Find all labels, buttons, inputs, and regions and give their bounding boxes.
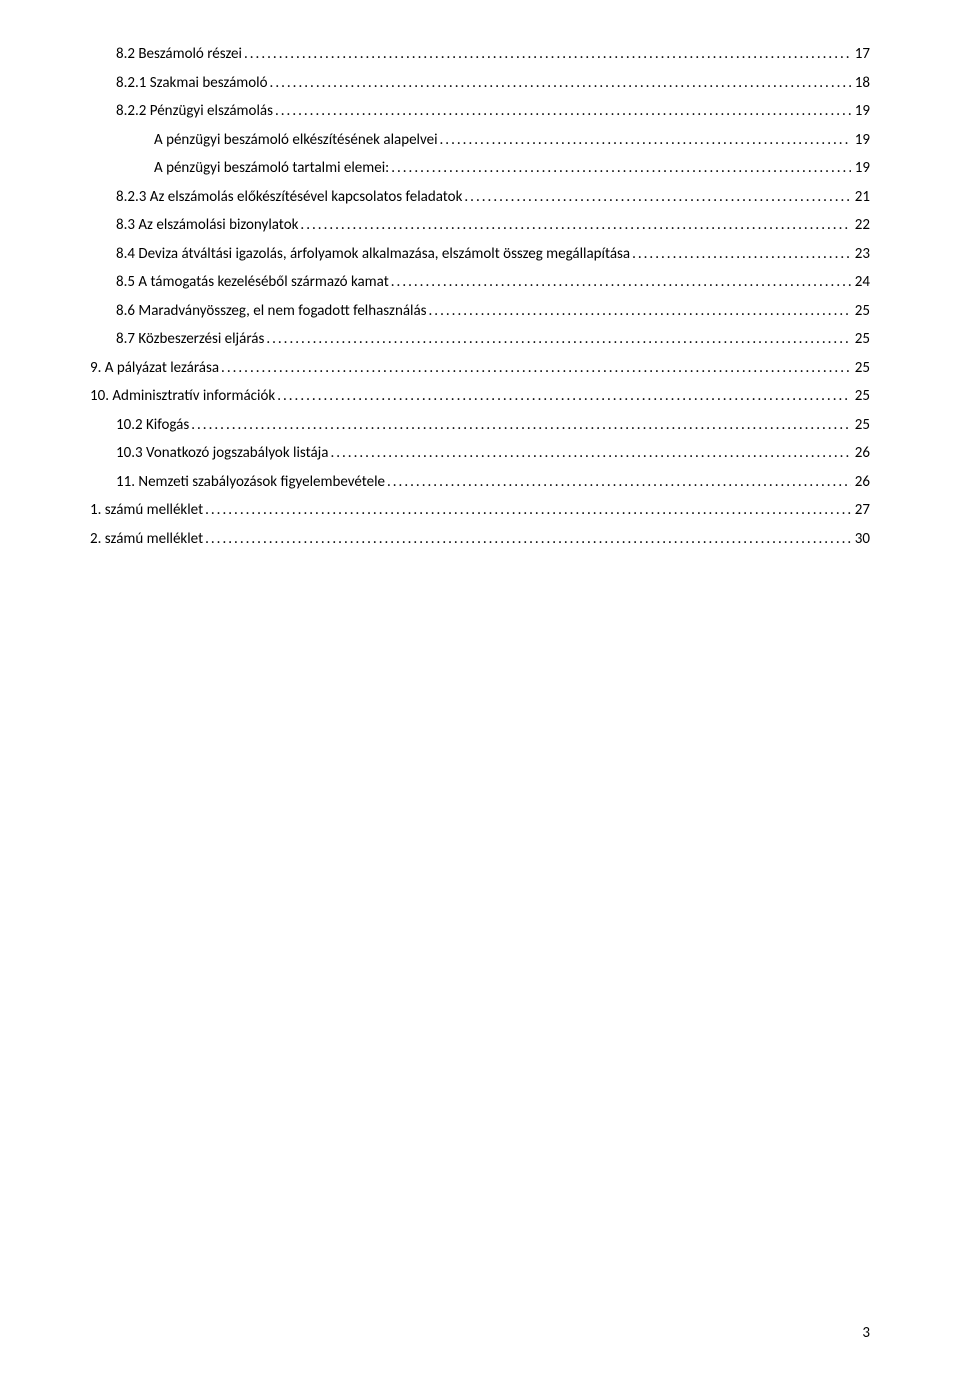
toc-leader-dots — [427, 297, 851, 326]
toc-entry-page: 23 — [851, 240, 870, 269]
toc-entry[interactable]: 8.5 A támogatás kezeléséből származó kam… — [90, 268, 870, 297]
toc-leader-dots — [630, 240, 851, 269]
toc-leader-dots — [203, 496, 851, 525]
toc-entry[interactable]: 10.2 Kifogás 25 — [90, 411, 870, 440]
toc-entry[interactable]: A pénzügyi beszámoló elkészítésének alap… — [90, 126, 870, 155]
toc-entry-page: 22 — [851, 211, 870, 240]
toc-entry-page: 26 — [851, 439, 870, 468]
toc-leader-dots — [264, 325, 850, 354]
toc-leader-dots — [389, 268, 851, 297]
toc-entry-label: 8.2.2 Pénzügyi elszámolás — [116, 97, 273, 126]
toc-entry-label: A pénzügyi beszámoló tartalmi elemei: — [154, 154, 389, 183]
toc-entry[interactable]: 11. Nemzeti szabályozások figyelembevéte… — [90, 468, 870, 497]
toc-entry-label: 10. Adminisztratív információk — [90, 382, 275, 411]
toc-leader-dots — [242, 40, 851, 69]
toc-entry-page: 25 — [851, 354, 870, 383]
toc-leader-dots — [219, 354, 851, 383]
toc-leader-dots — [273, 97, 851, 126]
toc-entry-page: 19 — [851, 154, 870, 183]
toc-entry-page: 21 — [851, 183, 870, 212]
toc-entry[interactable]: 8.2.2 Pénzügyi elszámolás 19 — [90, 97, 870, 126]
toc-leader-dots — [438, 126, 851, 155]
toc-entry-page: 25 — [851, 382, 870, 411]
toc-entry-page: 30 — [851, 525, 870, 554]
toc-leader-dots — [462, 183, 850, 212]
toc-entry-label: 8.7 Közbeszerzési eljárás — [116, 325, 264, 354]
toc-entry-label: 9. A pályázat lezárása — [90, 354, 219, 383]
toc-entry-label: 10.2 Kifogás — [116, 411, 189, 440]
toc-entry[interactable]: 8.2 Beszámoló részei 17 — [90, 40, 870, 69]
toc-leader-dots — [385, 468, 851, 497]
toc-entry[interactable]: 8.3 Az elszámolási bizonylatok 22 — [90, 211, 870, 240]
toc-leader-dots — [275, 382, 851, 411]
toc-leader-dots — [298, 211, 850, 240]
toc-entry-page: 25 — [851, 325, 870, 354]
toc-entry[interactable]: 2. számú melléklet 30 — [90, 525, 870, 554]
toc-entry[interactable]: 8.2.1 Szakmai beszámoló 18 — [90, 69, 870, 98]
toc-entry-label: 2. számú melléklet — [90, 525, 203, 554]
page-number: 3 — [862, 1324, 870, 1342]
toc-entry[interactable]: 10.3 Vonatkozó jogszabályok listája 26 — [90, 439, 870, 468]
toc-leader-dots — [328, 439, 850, 468]
toc-entry-page: 27 — [851, 496, 870, 525]
toc-entry-page: 24 — [851, 268, 870, 297]
toc-entry-label: 8.2 Beszámoló részei — [116, 40, 242, 69]
toc-leader-dots — [268, 69, 851, 98]
toc-entry-page: 17 — [851, 40, 870, 69]
toc-leader-dots — [389, 154, 851, 183]
toc-entry-label: 11. Nemzeti szabályozások figyelembevéte… — [116, 468, 385, 497]
toc-entry-label: 1. számú melléklet — [90, 496, 203, 525]
toc-entry-label: 8.6 Maradványösszeg, el nem fogadott fel… — [116, 297, 427, 326]
toc-entry-label: 8.2.1 Szakmai beszámoló — [116, 69, 268, 98]
document-page: 8.2 Beszámoló részei178.2.1 Szakmai besz… — [0, 0, 960, 1386]
toc-entry[interactable]: 8.6 Maradványösszeg, el nem fogadott fel… — [90, 297, 870, 326]
toc-entry[interactable]: 10. Adminisztratív információk 25 — [90, 382, 870, 411]
toc-entry-page: 26 — [851, 468, 870, 497]
toc-entry[interactable]: A pénzügyi beszámoló tartalmi elemei: 19 — [90, 154, 870, 183]
toc-entry[interactable]: 8.7 Közbeszerzési eljárás 25 — [90, 325, 870, 354]
toc-entry-label: 8.5 A támogatás kezeléséből származó kam… — [116, 268, 389, 297]
toc-entry-label: 10.3 Vonatkozó jogszabályok listája — [116, 439, 328, 468]
toc-entry-page: 25 — [851, 297, 870, 326]
toc-entry-page: 19 — [851, 97, 870, 126]
toc-entry[interactable]: 8.2.3 Az elszámolás előkészítésével kapc… — [90, 183, 870, 212]
toc-entry[interactable]: 8.4 Deviza átváltási igazolás, árfolyamo… — [90, 240, 870, 269]
toc-leader-dots — [189, 411, 851, 440]
toc-entry-label: 8.4 Deviza átváltási igazolás, árfolyamo… — [116, 240, 630, 269]
toc-entry-label: 8.2.3 Az elszámolás előkészítésével kapc… — [116, 183, 462, 212]
toc-leader-dots — [203, 525, 851, 554]
toc-entry[interactable]: 1. számú melléklet 27 — [90, 496, 870, 525]
toc-entry-label: 8.3 Az elszámolási bizonylatok — [116, 211, 298, 240]
toc-entry-page: 25 — [851, 411, 870, 440]
toc-entry-label: A pénzügyi beszámoló elkészítésének alap… — [154, 126, 438, 155]
toc-entry[interactable]: 9. A pályázat lezárása 25 — [90, 354, 870, 383]
table-of-contents: 8.2 Beszámoló részei178.2.1 Szakmai besz… — [90, 40, 870, 553]
toc-entry-page: 18 — [851, 69, 870, 98]
toc-entry-page: 19 — [851, 126, 870, 155]
